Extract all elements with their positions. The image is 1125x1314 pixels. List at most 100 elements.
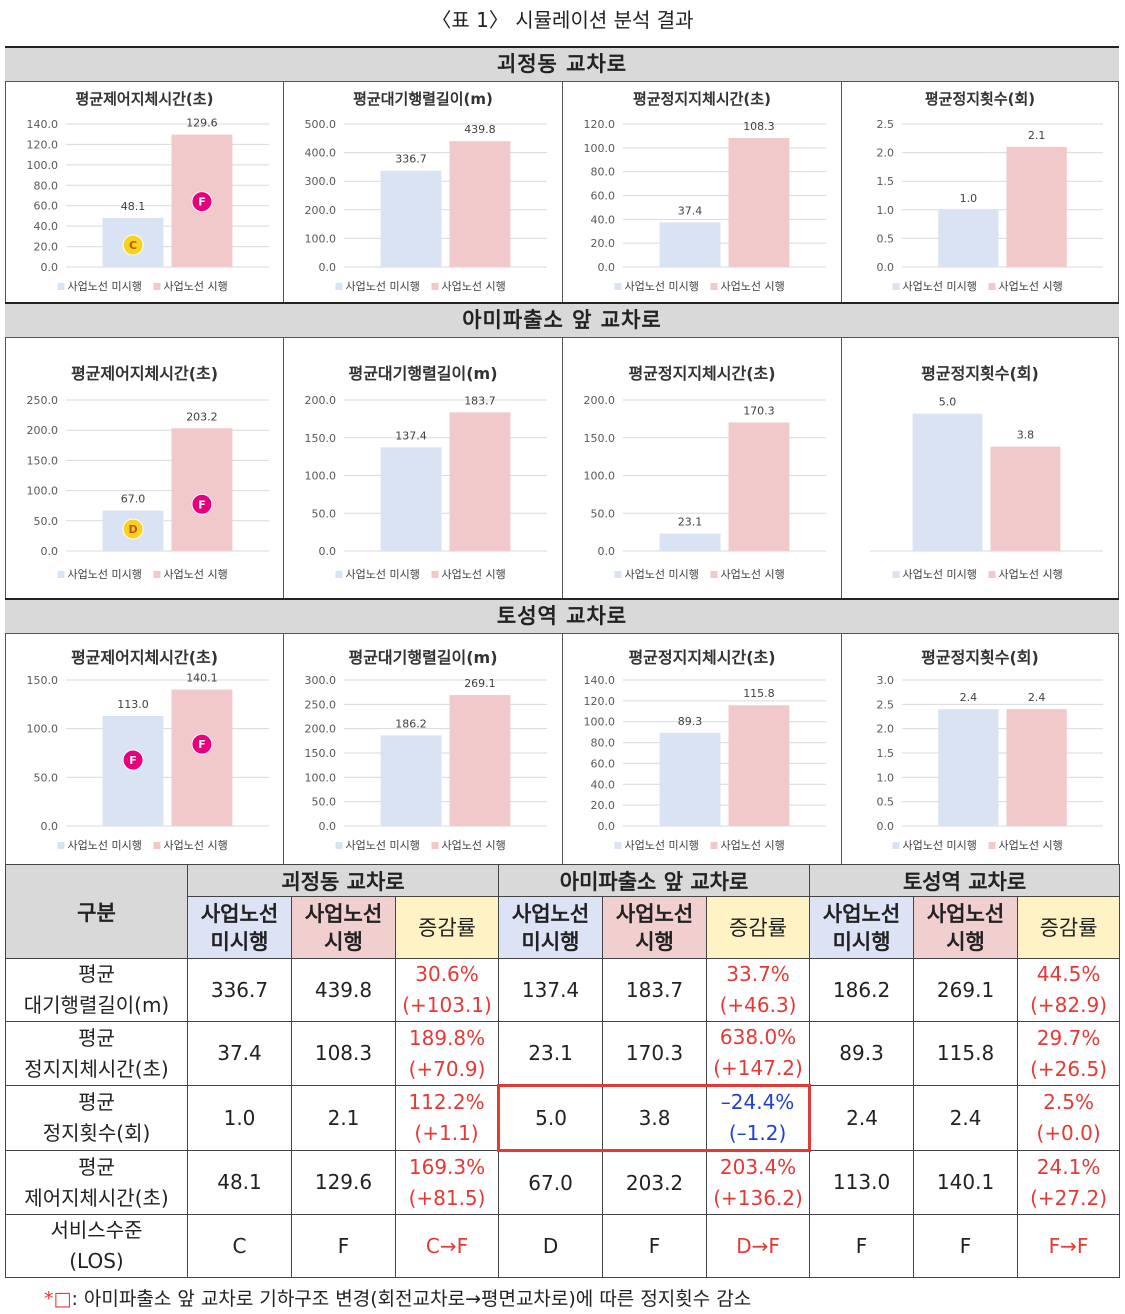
bar-before xyxy=(380,447,442,551)
y-tick-label: 100.0 xyxy=(584,142,616,155)
y-tick-label: 150.0 xyxy=(584,432,616,445)
cell-before: 336.7 xyxy=(187,958,292,1022)
legend-label: 사업노선 시행 xyxy=(164,280,228,293)
y-tick-label: 400.0 xyxy=(305,147,337,160)
y-tick-label: 2.5 xyxy=(877,118,895,131)
legend-label: 사업노선 미시행 xyxy=(903,839,977,852)
data-label: 67.0 xyxy=(121,493,146,506)
y-tick-label: 120.0 xyxy=(584,695,616,708)
y-tick-label: 100.0 xyxy=(305,470,337,483)
y-tick-label: 20.0 xyxy=(591,799,616,812)
data-label: 23.1 xyxy=(678,516,703,529)
data-label: 186.2 xyxy=(395,717,427,730)
data-label: 137.4 xyxy=(395,429,427,442)
header-before: 사업노선 미시행 xyxy=(498,896,604,959)
los-badge: F xyxy=(191,191,213,213)
legend-label: 사업노선 시행 xyxy=(999,839,1063,852)
header-rate: 증감률 xyxy=(706,896,811,959)
header-after-line: 시행 xyxy=(635,929,674,954)
los-badge: D xyxy=(122,518,144,540)
chart-title: 평균정지횟수(회) xyxy=(924,90,1036,108)
cell-rate-line: –24.4% xyxy=(720,1090,795,1114)
data-label: 108.3 xyxy=(743,120,775,133)
bar-chart: 0.0 100.0 200.0 300.0 400.0 500.0 336.7 439.8 사업… xyxy=(305,118,547,293)
legend-swatch-after xyxy=(431,842,439,849)
chart-title: 평균정지횟수(회) xyxy=(921,364,1039,383)
data-label: 336.7 xyxy=(395,153,427,166)
legend-label: 사업노선 시행 xyxy=(999,280,1063,293)
chart-title: 평균정지지체시간(초) xyxy=(633,90,771,108)
bar-after xyxy=(449,695,511,826)
legend-swatch-after xyxy=(710,842,718,849)
y-tick-label: 80.0 xyxy=(591,166,616,179)
legend-label: 사업노선 미시행 xyxy=(625,839,699,852)
cell-rate: 33.7% (+46.3) xyxy=(706,958,811,1022)
los-badge-letter: F xyxy=(198,498,206,511)
header-gubun: 구분 xyxy=(5,864,188,959)
cell-rate-line: (+0.0) xyxy=(1036,1121,1101,1145)
cell-rate: 169.3% (+81.5) xyxy=(394,1150,500,1215)
los-badge-letter: F xyxy=(198,196,206,209)
legend-swatch-before xyxy=(892,571,900,578)
data-label: 140.1 xyxy=(186,672,218,685)
cell-rate-line: (+81.5) xyxy=(408,1185,486,1210)
bar-chart: 0.0 20.0 40.0 60.0 80.0 100.0 120.0 37.4 108.3 사업… xyxy=(584,118,826,293)
header-group: 토성역 교차로 xyxy=(809,864,1121,897)
cell-rate-line: 29.7% xyxy=(1036,1025,1101,1050)
y-tick-label: 0.0 xyxy=(41,820,59,833)
footnote-text: : 아미파출소 앞 교차로 기하구조 변경(회전교차로→평면교차로)에 따른 정… xyxy=(71,1288,752,1310)
y-tick-label: 50.0 xyxy=(34,771,59,784)
bar-chart: 0.0 50.0 100.0 150.0 200.0 250.0 67.0 D 203.2 F 사업… xyxy=(27,394,269,581)
los-badge-circle xyxy=(191,493,213,515)
legend-swatch-after xyxy=(431,283,439,290)
header-before-line: 사업노선 xyxy=(822,901,901,926)
cell-rate-line: 169.3% xyxy=(408,1154,486,1179)
chart-panel: 평균정지지체시간(초) 0.0 20.0 40.0 60.0 80.0 100.0 120.0… xyxy=(563,82,842,302)
chart-panel: 평균정지지체시간(초) 0.0 20.0 40.0 60.0 80.0 100.0 120.0… xyxy=(563,634,842,864)
bar-before xyxy=(102,716,164,826)
footnote: *□: 아미파출소 앞 교차로 기하구조 변경(회전교차로→평면교차로)에 따른… xyxy=(44,1284,751,1311)
y-tick-label: 120.0 xyxy=(27,138,59,151)
cell-before: 1.0 xyxy=(187,1085,292,1151)
y-tick-label: 2.5 xyxy=(877,698,895,711)
bar-chart: 0.0 50.0 100.0 150.0 200.0 23.1 170.3 사업노선 미시행 사… xyxy=(584,394,826,581)
y-tick-label: 50.0 xyxy=(591,507,616,520)
cell-rate-line: F→F xyxy=(1048,1233,1089,1258)
legend-label: 사업노선 시행 xyxy=(164,568,228,581)
legend-swatch-before xyxy=(335,571,343,578)
bar-after xyxy=(1006,709,1067,826)
y-tick-label: 0.0 xyxy=(598,820,616,833)
y-tick-label: 0.0 xyxy=(598,545,616,558)
cell-rate-line: 30.6% xyxy=(415,962,479,986)
y-tick-label: 20.0 xyxy=(591,237,616,250)
y-tick-label: 50.0 xyxy=(312,507,337,520)
table-row: 평균 정지횟수(회) 1.0 2.1 112.2% (+1.1) 5.0 3.8 –24.4%(… xyxy=(5,1084,1121,1152)
legend-label: 사업노선 시행 xyxy=(999,568,1063,581)
y-tick-label: 100.0 xyxy=(27,485,59,498)
legend-swatch-after xyxy=(988,571,996,578)
y-tick-label: 100.0 xyxy=(27,159,59,172)
row-label-line: 평균 xyxy=(78,1154,115,1179)
cell-before: C xyxy=(187,1214,292,1278)
cell-rate-line: 112.2% xyxy=(408,1090,485,1114)
legend-swatch-after xyxy=(153,571,161,578)
legend-label: 사업노선 미시행 xyxy=(903,280,977,293)
bar-before xyxy=(659,732,721,826)
row-label: 평균 대기행렬길이(m) xyxy=(5,958,188,1022)
cell-after: 2.1 xyxy=(291,1085,396,1151)
chart-title: 평균정지횟수(회) xyxy=(921,648,1039,667)
y-tick-label: 50.0 xyxy=(312,796,337,809)
bar-before xyxy=(659,222,721,267)
cell-after: 439.8 xyxy=(291,958,396,1022)
y-tick-label: 0.0 xyxy=(598,261,616,274)
y-tick-label: 0.0 xyxy=(877,261,895,274)
header-before: 사업노선 미시행 xyxy=(187,896,292,959)
table-row: 평균 대기행렬길이(m) 336.7 439.8 30.6% (+103.1) 137.4 1… xyxy=(5,958,1121,1022)
header-after-line: 시행 xyxy=(946,929,985,954)
data-label: 2.1 xyxy=(1028,129,1046,142)
cell-rate-line: (–1.2) xyxy=(728,1121,787,1145)
cell-rate-line: 638.0% xyxy=(719,1025,797,1049)
row-label-line: 서비스수준 xyxy=(50,1218,143,1242)
bar-chart: 0.0 0.5 1.0 1.5 2.0 2.5 1.0 2.1 사업노선 미시행 사업노선 시행 xyxy=(877,118,1103,293)
legend-swatch-before xyxy=(614,283,622,290)
